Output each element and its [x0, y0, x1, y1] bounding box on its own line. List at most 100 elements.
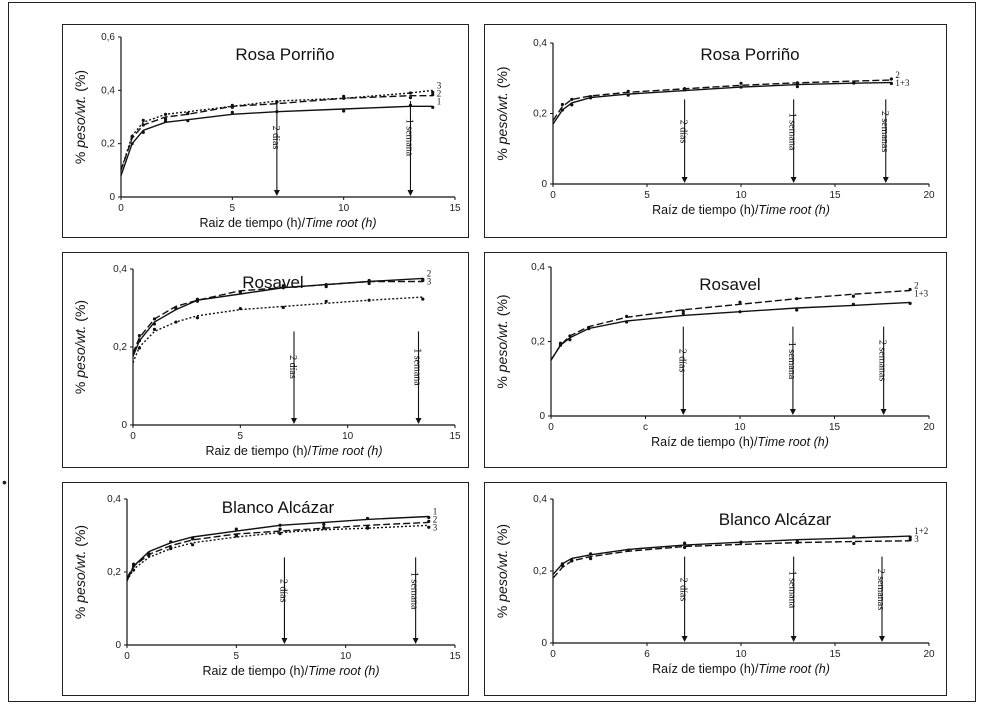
data-point: [568, 338, 572, 342]
y-axis-label-italic: peso/wt.: [72, 326, 88, 379]
x-axis-label-italic: Time root (h): [757, 435, 828, 449]
data-point: [324, 299, 328, 303]
x-axis-label-text: Raíz de tiempo (h)/: [652, 662, 759, 676]
chart-svg: 0 5 10 15 0 0,2 0,4 0,6 Rosa Porriño Raiz de tiem…: [72, 32, 461, 230]
data-point: [681, 311, 685, 316]
x-axis-label: Raíz de tiempo (h)/Time root (h): [652, 662, 830, 676]
data-point: [683, 545, 687, 550]
x-tick-label: 0: [550, 649, 556, 660]
x-tick-label: 15: [829, 649, 841, 660]
series-line: [132, 280, 423, 354]
x-axis-label: Raíz de tiempo (h)/Time root (h): [652, 203, 830, 217]
data-point: [626, 548, 630, 552]
x-tick-label: 20: [923, 422, 935, 433]
data-point: [681, 309, 685, 313]
y-axis-label-prefix: %: [494, 144, 510, 160]
y-tick-label: 0: [109, 192, 115, 203]
y-axis-label-italic: peso/wt.: [494, 92, 510, 145]
x-tick-label: 10: [735, 190, 747, 201]
data-point: [322, 526, 326, 530]
data-point: [234, 534, 238, 538]
y-tick-label: 0,4: [113, 264, 127, 275]
y-tick-label: 0,2: [113, 342, 127, 353]
series-line: [120, 89, 433, 171]
time-marker-arrowhead: [681, 177, 688, 183]
time-marker-arrowhead: [407, 190, 414, 196]
series-line: [550, 301, 911, 361]
series-end-label: 3: [427, 276, 432, 286]
data-point: [238, 290, 242, 294]
series-end-label: 3: [437, 80, 442, 90]
data-point: [195, 297, 199, 301]
y-axis-label-suffix: (%): [494, 66, 510, 92]
data-point: [908, 301, 912, 305]
x-tick-label: 15: [449, 651, 461, 662]
y-tick-label: 0: [121, 420, 127, 431]
y-tick-label: 0: [541, 638, 547, 649]
y-axis-label-italic: peso/wt.: [494, 550, 510, 603]
y-tick-label: 0,2: [107, 567, 121, 578]
series-line: [552, 81, 892, 125]
data-point: [560, 108, 564, 112]
x-tick-label: 20: [923, 649, 935, 660]
time-marker-arrowhead: [291, 418, 297, 424]
time-marker-arrowhead: [680, 409, 687, 415]
y-axis-label-suffix: (%): [72, 300, 88, 326]
data-point: [626, 93, 630, 97]
data-point: [431, 93, 435, 97]
series-end-label: 1+3: [914, 288, 929, 298]
data-point: [851, 302, 855, 306]
data-point: [324, 283, 328, 287]
data-point: [683, 88, 687, 92]
x-tick-label: 5: [644, 190, 650, 201]
x-tick-label: 5: [234, 651, 240, 662]
data-point: [739, 85, 743, 89]
data-point: [163, 112, 168, 116]
y-axis-label-suffix: (%): [494, 524, 510, 550]
data-point: [739, 81, 743, 85]
series-line: [120, 105, 433, 176]
y-tick-label: 0,4: [533, 494, 547, 505]
time-marker-arrowhead: [879, 636, 885, 642]
x-tick-label: 6: [644, 649, 650, 660]
time-marker-label: 2 días: [287, 355, 298, 379]
series-line: [552, 79, 892, 121]
x-tick-label: 15: [449, 203, 461, 214]
y-tick-label: 0,4: [531, 262, 545, 273]
y-tick-label: 0,4: [101, 85, 115, 96]
y-tick-label: 0,6: [101, 32, 115, 43]
data-point: [625, 314, 629, 318]
margin-bullet: •: [2, 474, 7, 490]
data-point: [408, 91, 413, 95]
data-point: [131, 568, 136, 572]
data-point: [558, 341, 563, 345]
data-point: [230, 110, 234, 114]
time-marker-arrowhead: [790, 177, 797, 183]
x-tick-label: 10: [734, 422, 746, 433]
series-end-label: 2: [427, 268, 432, 278]
time-marker-label: 1 semana: [787, 113, 798, 151]
chart-panel-rosavel-long: 0 c 10 15 20 0 0,2 0,4 Rosavel Raíz de tiempo (h)…: [484, 252, 947, 468]
data-point: [427, 519, 431, 523]
series-end-label: 1: [433, 507, 438, 517]
y-axis-label-suffix: (%): [72, 70, 88, 96]
y-axis-label: % peso/wt. (%): [72, 525, 88, 619]
series-end-label: 2: [433, 515, 438, 525]
data-point: [795, 308, 799, 312]
chart-panel-rosa-porrino-short: 0 5 10 15 0 0,2 0,4 0,6 Rosa Porriño Raiz de tiem…: [62, 24, 469, 238]
x-tick-label: c: [643, 422, 648, 433]
data-point: [851, 294, 855, 298]
y-tick-label: 0,2: [533, 109, 547, 120]
series-line: [550, 289, 911, 361]
series-line: [126, 515, 429, 582]
y-axis-label-italic: peso/wt.: [72, 96, 88, 149]
data-point: [739, 540, 743, 544]
data-point: [152, 322, 157, 326]
series-end-label: 1+3: [895, 78, 910, 88]
x-axis-label: Raiz de tiempo (h)/Time root (h): [199, 216, 376, 230]
time-marker-arrowhead: [790, 636, 797, 642]
x-tick-label: 5: [238, 431, 244, 442]
series-line: [126, 524, 429, 582]
data-point: [795, 81, 799, 85]
data-point: [137, 334, 142, 338]
